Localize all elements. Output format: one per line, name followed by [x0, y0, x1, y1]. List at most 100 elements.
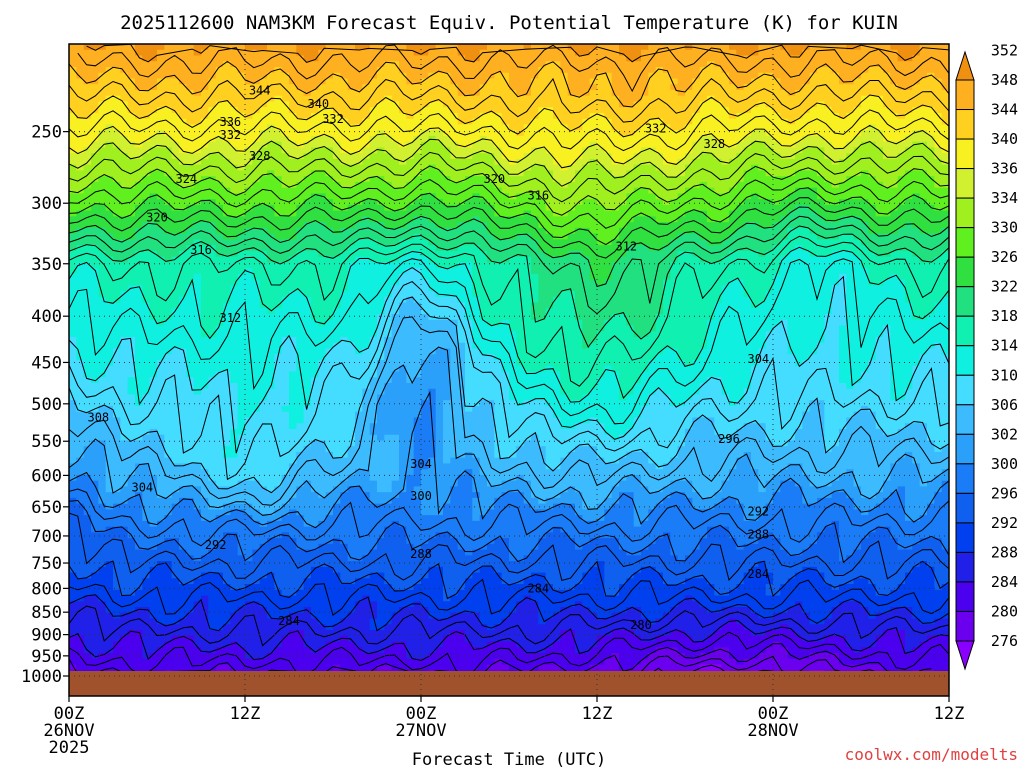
fill-cell — [296, 124, 305, 131]
fill-cell — [157, 164, 165, 171]
fill-cell — [157, 382, 165, 390]
fill-cell — [91, 434, 99, 442]
fill-cell — [289, 480, 297, 487]
fill-cell — [267, 641, 275, 648]
fill-cell — [142, 44, 151, 51]
fill-cell — [113, 331, 121, 338]
fill-cell — [113, 210, 121, 217]
fill-cell — [215, 78, 224, 85]
fill-cell — [223, 480, 231, 487]
fill-cell — [208, 49, 217, 57]
fill-cell — [171, 239, 180, 246]
fill-cell — [289, 187, 297, 194]
fill-cell — [69, 89, 77, 97]
fill-cell — [127, 520, 136, 528]
fill-cell — [201, 492, 209, 499]
fill-cell — [362, 549, 371, 556]
fill-cell — [333, 601, 341, 608]
fill-cell — [355, 474, 363, 482]
fill-cell — [333, 49, 341, 57]
fill-cell — [355, 153, 363, 160]
fill-cell — [164, 331, 173, 338]
fill-cell — [193, 337, 202, 344]
fill-cell — [76, 204, 85, 212]
fill-cell — [377, 279, 385, 286]
fill-cell — [105, 440, 114, 447]
fill-cell — [355, 480, 363, 487]
fill-cell — [245, 382, 253, 390]
fill-cell — [318, 308, 327, 315]
fill-cell — [362, 296, 371, 304]
fill-cell — [274, 285, 283, 292]
fill-cell — [267, 107, 275, 114]
fill-cell — [369, 222, 378, 229]
fill-cell — [399, 176, 407, 183]
fill-cell — [296, 331, 305, 338]
fill-cell — [135, 607, 143, 614]
fill-cell — [164, 400, 173, 407]
fill-cell — [252, 451, 261, 459]
fill-cell — [215, 296, 224, 304]
fill-cell — [230, 635, 239, 643]
fill-cell — [179, 451, 187, 459]
fill-cell — [377, 451, 385, 459]
fill-cell — [355, 61, 363, 68]
fill-cell — [237, 474, 246, 482]
fill-cell — [333, 578, 341, 585]
fill-cell — [127, 503, 136, 510]
fill-cell — [281, 308, 290, 315]
fill-cell — [127, 630, 136, 637]
fill-cell — [267, 49, 275, 57]
fill-cell — [76, 130, 85, 137]
fill-cell — [281, 658, 290, 666]
fill-cell — [186, 319, 195, 327]
fill-cell — [340, 480, 349, 487]
fill-cell — [230, 256, 239, 263]
fill-cell — [384, 61, 393, 68]
fill-cell — [325, 337, 334, 344]
fill-cell — [105, 273, 114, 281]
fill-cell — [186, 480, 195, 487]
fill-cell — [98, 158, 107, 166]
fill-cell — [369, 158, 378, 166]
fill-cell — [208, 526, 217, 533]
fill-cell — [157, 365, 165, 373]
fill-cell — [281, 216, 290, 223]
fill-cell — [362, 95, 371, 103]
fill-cell — [267, 618, 275, 625]
fill-cell — [120, 147, 129, 154]
fill-cell — [237, 400, 246, 407]
fill-cell — [120, 176, 129, 183]
fill-cell — [215, 417, 224, 424]
fill-cell — [230, 584, 239, 591]
fill-cell — [259, 78, 268, 85]
fill-cell — [98, 49, 107, 57]
fill-cell — [296, 451, 305, 459]
fill-cell — [193, 612, 202, 620]
fill-cell — [252, 239, 261, 246]
fill-cell — [296, 164, 305, 171]
fill-cell — [245, 624, 253, 631]
fill-cell — [311, 658, 319, 666]
fill-cell — [311, 480, 319, 487]
fill-cell — [91, 354, 99, 361]
fill-cell — [164, 124, 173, 131]
fill-cell — [384, 222, 393, 229]
fill-cell — [362, 428, 371, 436]
fill-cell — [149, 285, 158, 292]
fill-cell — [69, 388, 77, 396]
fill-cell — [179, 400, 187, 407]
fill-cell — [325, 227, 334, 235]
fill-cell — [281, 107, 290, 114]
fill-cell — [171, 107, 180, 114]
fill-cell — [237, 273, 246, 281]
fill-cell — [281, 262, 290, 269]
fill-cell — [208, 457, 217, 465]
fill-cell — [259, 446, 268, 453]
fill-cell — [164, 187, 173, 194]
fill-cell — [105, 101, 114, 108]
fill-cell — [69, 262, 77, 269]
fill-cell — [259, 647, 268, 654]
fill-cell — [201, 164, 209, 171]
fill-cell — [362, 118, 371, 126]
